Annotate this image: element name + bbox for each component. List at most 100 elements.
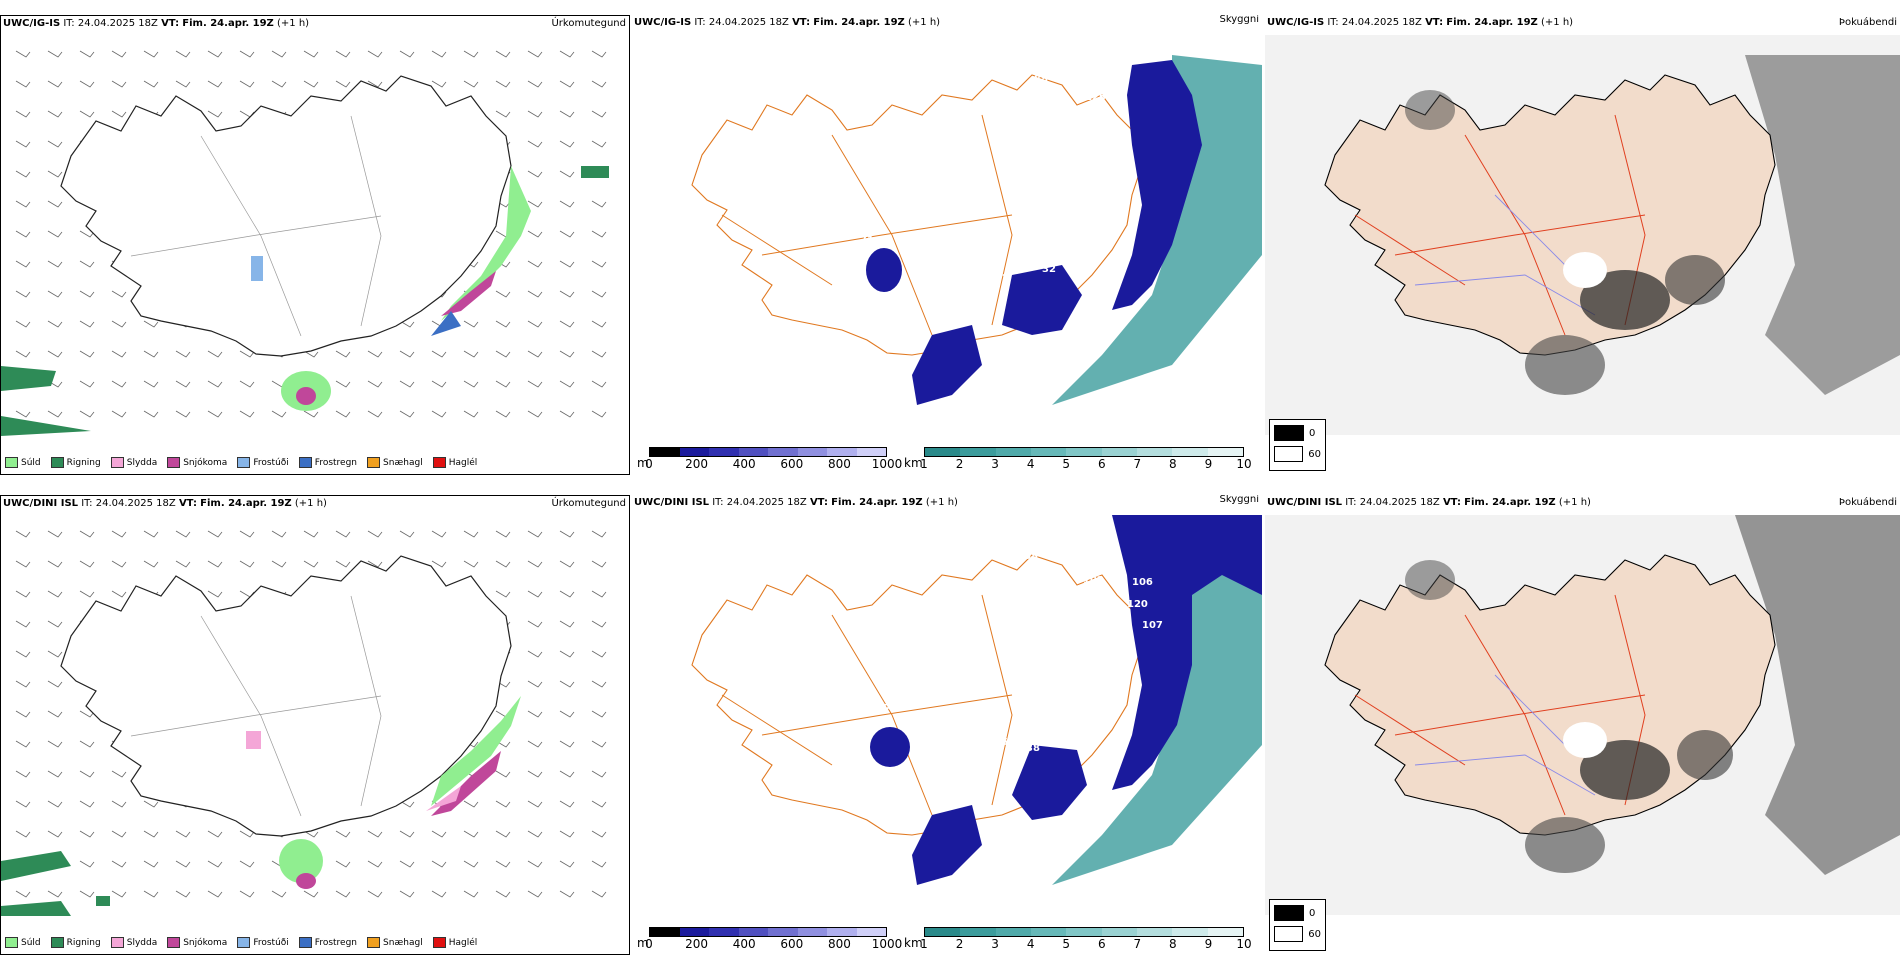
wind-barb (15, 800, 31, 808)
wind-barb (399, 350, 415, 358)
legend-item: Frostúði (237, 457, 289, 468)
visibility-value-label: 32 (1042, 264, 1056, 275)
colorbar-tick: 8 (1169, 457, 1177, 471)
visibility-value-label: 103 (1092, 130, 1113, 141)
visibility-value-label: 43 (1067, 655, 1081, 666)
visibility-value-label: 71 (860, 235, 874, 246)
legend-item: Haglél (432, 457, 477, 468)
wind-barb (15, 110, 31, 118)
wind-barb (15, 560, 31, 568)
wind-barb (495, 560, 511, 568)
wind-barb (431, 410, 447, 418)
wind-barb (559, 170, 575, 178)
wind-barb (79, 800, 95, 808)
precip-type-panel-dini: UWC/DINI ISL IT: 24.04.2025 18Z VT: Fim.… (0, 495, 630, 955)
wind-barb (559, 770, 575, 778)
wind-barb (47, 140, 63, 148)
wind-barb (559, 830, 575, 838)
wind-barb (399, 890, 415, 898)
panel-header: UWC/DINI ISL IT: 24.04.2025 18Z VT: Fim.… (634, 497, 958, 508)
visibility-value-label: 70 (884, 703, 898, 714)
wind-barb (591, 140, 607, 148)
wind-barb (47, 350, 63, 358)
wind-barb (303, 890, 319, 898)
precip-type-panel-igis: UWC/IG-IS IT: 24.04.2025 18Z VT: Fim. 24… (0, 15, 630, 475)
wind-barb (527, 230, 543, 238)
wind-barb (111, 560, 127, 568)
wind-barb (207, 80, 223, 88)
wind-barb (15, 80, 31, 88)
colorbar-tick: 7 (1133, 937, 1142, 951)
visibility-value-label: 68 (1030, 98, 1044, 109)
visibility-value-label: 33 (876, 315, 890, 326)
visibility-value-label: 84 (954, 257, 968, 268)
wind-barb (559, 530, 575, 538)
wind-barb (431, 380, 447, 388)
precip-type-map (1, 530, 607, 916)
wind-barb (15, 200, 31, 208)
wind-barb (175, 50, 191, 58)
colorbar-tick: 1000 (871, 457, 903, 471)
panel-title: Úrkomutegund (551, 498, 626, 509)
wind-barb (47, 830, 63, 838)
colorbar-tick: 200 (685, 457, 709, 471)
wind-barb (591, 740, 607, 748)
wind-barb (47, 560, 63, 568)
wind-barb (111, 830, 127, 838)
wind-barb (15, 770, 31, 778)
wind-barb (111, 350, 127, 358)
wind-barb (15, 170, 31, 178)
visibility-value-label: 37 (898, 305, 912, 316)
wind-barb (431, 80, 447, 88)
wind-barb (175, 890, 191, 898)
wind-barb (15, 260, 31, 268)
wind-barb (463, 530, 479, 538)
wind-barb (591, 320, 607, 328)
wind-barb (463, 890, 479, 898)
wind-barb (47, 290, 63, 298)
wind-barb (143, 380, 159, 388)
wind-barb (495, 320, 511, 328)
wind-barb (15, 140, 31, 148)
colorbar-tick: 5 (1062, 457, 1071, 471)
visibility-value-label: 98 (1106, 603, 1120, 614)
visibility-value-label: 37 (1070, 647, 1084, 658)
wind-barb (143, 890, 159, 898)
wind-barb (495, 770, 511, 778)
wind-barb (15, 890, 31, 898)
wind-barb (527, 200, 543, 208)
wind-barb (559, 50, 575, 58)
legend-item: Rigning (50, 937, 101, 948)
wind-barb (239, 50, 255, 58)
wind-barb (47, 590, 63, 598)
wind-barb (335, 350, 351, 358)
wind-barb (527, 290, 543, 298)
wind-barb (559, 890, 575, 898)
wind-barb (495, 860, 511, 868)
colorbar-tick: 7 (1133, 457, 1142, 471)
wind-barb (591, 650, 607, 658)
fog-index-map (1265, 35, 1900, 435)
wind-barb (47, 80, 63, 88)
wind-barb (367, 410, 383, 418)
wind-barb (271, 560, 287, 568)
wind-barb (111, 590, 127, 598)
visibility-km-ticks: 1 2 3 4 5 6 7 8 9 10 (920, 457, 1251, 471)
wind-barb (495, 110, 511, 118)
visibility-panel-igis: UWC/IG-IS IT: 24.04.2025 18Z VT: Fim. 24… (632, 15, 1262, 475)
colorbar-tick: 9 (1204, 937, 1213, 951)
wind-barb (15, 710, 31, 718)
visibility-value-label: 66 (890, 217, 904, 228)
wind-barb (207, 380, 223, 388)
wind-barb (527, 710, 543, 718)
wind-barb (463, 380, 479, 388)
visibility-value-label: 77 (1028, 535, 1042, 546)
wind-barb (303, 830, 319, 838)
colorbar-tick: 9 (1204, 457, 1213, 471)
wind-barb (335, 410, 351, 418)
wind-barb (559, 590, 575, 598)
wind-barb (15, 350, 31, 358)
visibility-value-label: 37 (1057, 665, 1071, 676)
